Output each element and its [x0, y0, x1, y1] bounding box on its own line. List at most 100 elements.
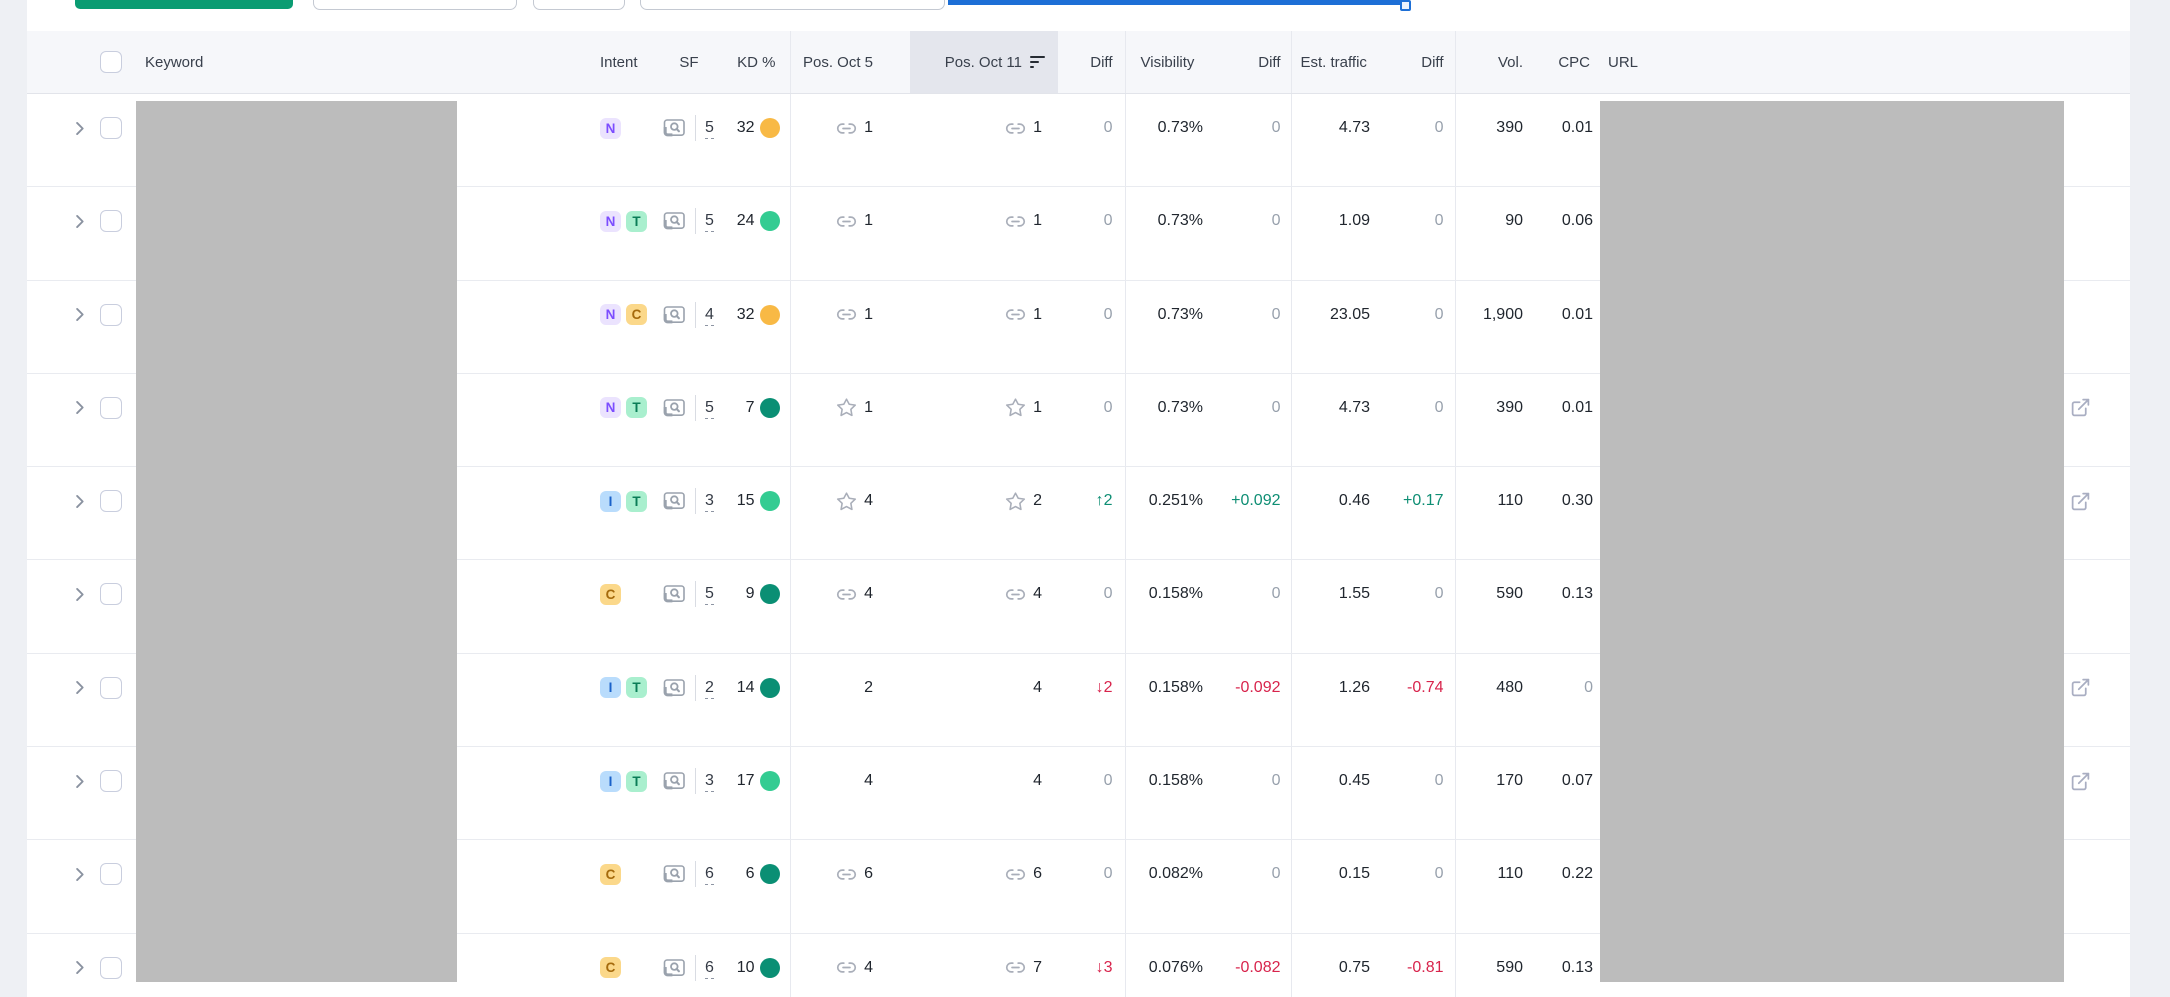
kd-value: 15	[736, 492, 755, 510]
external-link-icon[interactable]	[2070, 491, 2091, 512]
row-checkbox[interactable]	[100, 210, 122, 233]
link-icon	[836, 211, 857, 232]
intent-badge-t: T	[626, 397, 647, 419]
serp-preview-icon[interactable]	[663, 864, 686, 884]
row-checkbox[interactable]	[100, 303, 122, 326]
header-keyword[interactable]: Keyword	[137, 31, 592, 94]
chevron-right-icon[interactable]	[70, 678, 89, 697]
serp-preview-icon[interactable]	[663, 491, 686, 511]
pos-oct-5-cell: 4	[789, 746, 910, 841]
chevron-right-icon[interactable]	[70, 585, 89, 604]
volume-cell: 170	[1454, 746, 1545, 841]
header-diff-traffic[interactable]: Diff	[1381, 31, 1455, 94]
header-pos-oct-11-sorted[interactable]: Pos. Oct 11	[910, 31, 1058, 94]
intent-cell: N	[592, 93, 656, 188]
header-intent[interactable]: Intent	[592, 31, 656, 94]
est-traffic-cell: 0.45	[1290, 746, 1381, 841]
visibility-cell: 0.076%	[1124, 933, 1215, 997]
kd-difficulty-dot	[759, 211, 780, 232]
slider-handle[interactable]	[1400, 0, 1411, 11]
external-link-icon[interactable]	[2070, 397, 2091, 418]
sf-count-link[interactable]: 6	[705, 957, 714, 979]
select-all-checkbox[interactable]	[100, 51, 122, 73]
chevron-right-icon[interactable]	[70, 305, 89, 324]
chevron-right-icon[interactable]	[70, 119, 89, 138]
serp-preview-icon[interactable]	[663, 678, 686, 698]
horizontal-slider-bar[interactable]	[948, 0, 1403, 5]
divider	[695, 208, 696, 235]
row-checkbox-cell	[97, 746, 137, 841]
cpc-cell: 0.13	[1545, 933, 1600, 997]
header-diff-position[interactable]: Diff	[1058, 31, 1125, 94]
kd-difficulty-dot	[759, 118, 780, 138]
chevron-right-icon[interactable]	[70, 492, 89, 511]
row-checkbox[interactable]	[100, 770, 122, 793]
pos-oct-11-cell: 2	[910, 466, 1058, 561]
pos-oct-5-value: 4	[864, 585, 873, 603]
chevron-right-icon[interactable]	[70, 398, 89, 417]
chevron-right-icon[interactable]	[70, 772, 89, 791]
chevron-right-icon[interactable]	[70, 212, 89, 231]
header-cpc[interactable]: CPC	[1545, 31, 1600, 94]
link-icon	[836, 957, 857, 978]
kd-cell: 9	[722, 559, 790, 654]
serp-preview-icon[interactable]	[663, 398, 686, 418]
sf-count-link[interactable]: 5	[705, 583, 714, 606]
link-icon	[1005, 211, 1026, 232]
external-link-icon[interactable]	[2070, 771, 2091, 792]
est-traffic-value: 0.45	[1338, 772, 1370, 790]
visibility-diff-cell: 0	[1215, 559, 1291, 654]
serp-preview-icon[interactable]	[663, 305, 686, 325]
visibility-value: 0.082%	[1148, 865, 1203, 883]
toolbar-button-2[interactable]	[533, 0, 625, 10]
position-diff-cell: 0	[1058, 93, 1125, 188]
cpc-cell: 0.13	[1545, 559, 1600, 654]
header-diff-visibility[interactable]: Diff	[1215, 31, 1291, 94]
row-checkbox[interactable]	[100, 490, 122, 513]
pos-oct-11-cell: 1	[910, 93, 1058, 188]
row-checkbox[interactable]	[100, 956, 122, 979]
visibility-diff-cell: -0.082	[1215, 933, 1291, 997]
divider	[695, 581, 696, 608]
toolbar-button-3[interactable]	[640, 0, 945, 10]
sf-count-link[interactable]: 4	[705, 304, 714, 326]
intent-badge-n: N	[600, 210, 621, 232]
sf-count-link[interactable]: 6	[705, 863, 714, 886]
serp-preview-icon[interactable]	[663, 958, 686, 978]
serp-preview-icon[interactable]	[663, 211, 686, 231]
sf-count-link[interactable]: 5	[705, 117, 714, 139]
external-link-icon[interactable]	[2070, 677, 2091, 698]
row-checkbox[interactable]	[100, 863, 122, 886]
row-checkbox[interactable]	[100, 396, 122, 419]
sf-count-link[interactable]: 2	[705, 677, 714, 699]
position-diff-value: 0	[1103, 585, 1113, 603]
toolbar-button-green[interactable]	[75, 0, 293, 9]
sf-count-link[interactable]: 5	[705, 397, 714, 419]
chevron-right-icon[interactable]	[70, 865, 89, 884]
sf-count-link[interactable]: 5	[705, 210, 714, 233]
sf-count-link[interactable]: 3	[705, 490, 714, 513]
header-sf[interactable]: SF	[656, 31, 722, 94]
pos-oct-11-cell: 6	[910, 839, 1058, 934]
header-url[interactable]: URL	[1600, 31, 2130, 94]
serp-preview-icon[interactable]	[663, 118, 686, 138]
est-traffic-cell: 1.55	[1290, 559, 1381, 654]
header-volume[interactable]: Vol.	[1454, 31, 1545, 94]
pos-oct-5-cell: 2	[789, 653, 910, 748]
row-checkbox[interactable]	[100, 583, 122, 606]
serp-preview-icon[interactable]	[663, 584, 686, 604]
row-checkbox[interactable]	[100, 676, 122, 699]
chevron-right-icon[interactable]	[70, 958, 89, 977]
header-visibility[interactable]: Visibility	[1124, 31, 1215, 94]
row-expander-cell	[27, 466, 97, 561]
row-checkbox[interactable]	[100, 117, 122, 139]
header-pos-oct-5[interactable]: Pos. Oct 5	[789, 31, 910, 94]
cpc-value: 0.07	[1561, 772, 1593, 790]
serp-preview-icon[interactable]	[663, 771, 686, 791]
volume-value: 590	[1496, 585, 1523, 603]
header-est-traffic[interactable]: Est. traffic	[1290, 31, 1381, 94]
toolbar-button-1[interactable]	[313, 0, 517, 10]
sf-count-link[interactable]: 3	[705, 770, 714, 793]
header-kd[interactable]: KD %	[722, 31, 790, 94]
